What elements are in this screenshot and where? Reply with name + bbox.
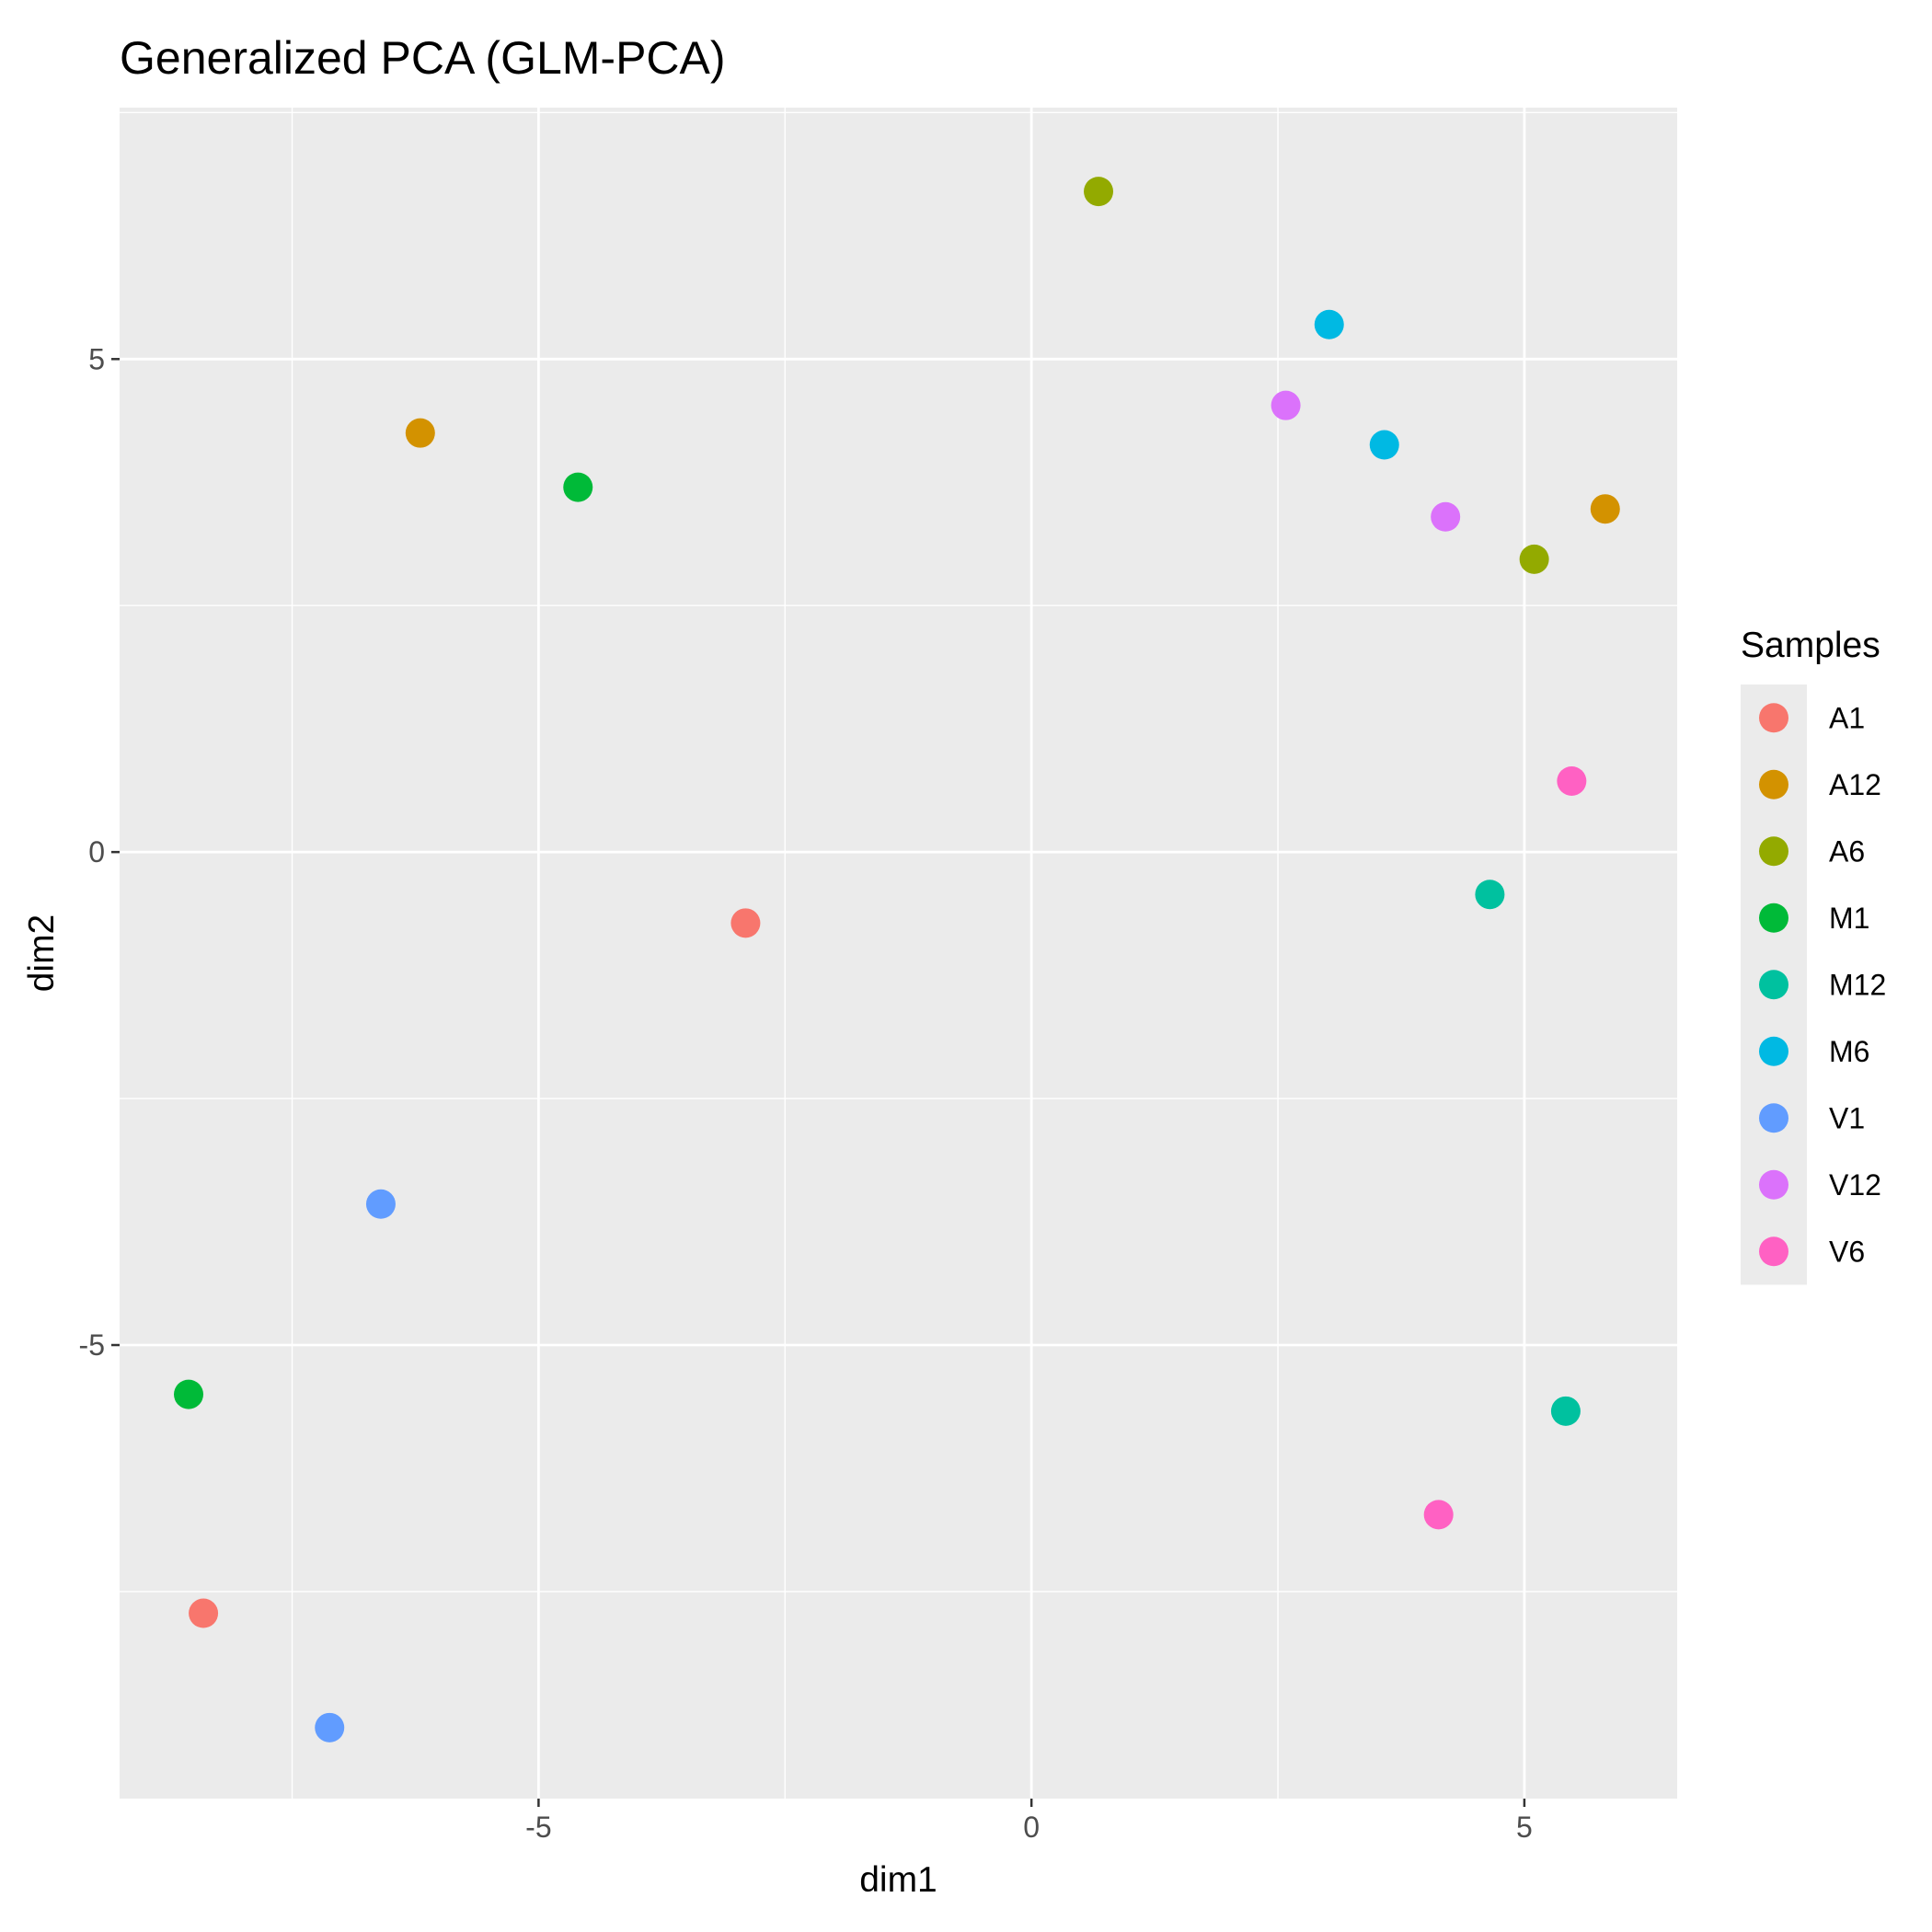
legend-label-m6: M6	[1829, 1035, 1869, 1068]
x-tick-label: -5	[525, 1811, 551, 1844]
y-axis: -5 0 5	[79, 342, 120, 1362]
legend-label-a1: A1	[1829, 701, 1865, 734]
legend-label-v12: V12	[1829, 1168, 1881, 1202]
point-a1	[189, 1598, 219, 1628]
chart-title: Generalized PCA (GLM-PCA)	[120, 32, 726, 84]
point-a1	[730, 908, 761, 938]
legend-label-a6: A6	[1829, 834, 1865, 868]
point-m6	[1314, 309, 1344, 339]
legend-label-v6: V6	[1829, 1235, 1865, 1268]
y-tick-label: 5	[88, 342, 105, 375]
legend-label-v1: V1	[1829, 1101, 1865, 1134]
grid-major	[120, 108, 1677, 1799]
point-a12	[1590, 494, 1620, 524]
x-tick-label: 5	[1516, 1811, 1533, 1844]
data-points	[174, 177, 1620, 1742]
legend-key-v6	[1759, 1236, 1788, 1267]
point-v6	[1557, 765, 1587, 796]
legend-label-m12: M12	[1829, 968, 1886, 1001]
legend-key-v1	[1759, 1103, 1788, 1133]
point-a6	[1084, 177, 1114, 207]
legend-key-a12	[1759, 769, 1788, 799]
legend-key-m12	[1759, 970, 1788, 1000]
point-v6	[1423, 1500, 1454, 1530]
y-tick-label: -5	[79, 1328, 105, 1362]
x-tick-label: 0	[1023, 1811, 1040, 1844]
point-v1	[315, 1712, 345, 1742]
grid-minor	[120, 108, 1677, 1799]
legend: Samples A1 A12 A6 M1 M12 M6 V1 V12 V6	[1741, 626, 1886, 1285]
legend-key-v12	[1759, 1169, 1788, 1200]
y-tick-label: 0	[88, 835, 105, 868]
point-v1	[365, 1189, 396, 1219]
point-v12	[1271, 390, 1301, 420]
legend-title: Samples	[1741, 626, 1880, 665]
point-m1	[174, 1379, 204, 1409]
x-axis: -5 0 5	[525, 1799, 1533, 1844]
y-axis-title: dim2	[22, 914, 62, 993]
legend-key-a1	[1759, 703, 1788, 733]
point-m12	[1550, 1396, 1581, 1426]
point-m6	[1369, 430, 1399, 460]
point-m1	[563, 472, 593, 502]
point-a12	[405, 418, 435, 448]
legend-key-m6	[1759, 1036, 1788, 1066]
legend-label-a12: A12	[1829, 768, 1881, 801]
point-v12	[1431, 501, 1461, 532]
x-axis-title: dim1	[859, 1860, 937, 1900]
legend-items: A1 A12 A6 M1 M12 M6 V1 V12 V6	[1759, 701, 1886, 1268]
legend-key-a6	[1759, 836, 1788, 867]
legend-key-m1	[1759, 903, 1788, 933]
legend-label-m1: M1	[1829, 902, 1869, 935]
point-m12	[1475, 880, 1505, 910]
point-a6	[1519, 544, 1549, 574]
plot-panel	[120, 108, 1677, 1799]
